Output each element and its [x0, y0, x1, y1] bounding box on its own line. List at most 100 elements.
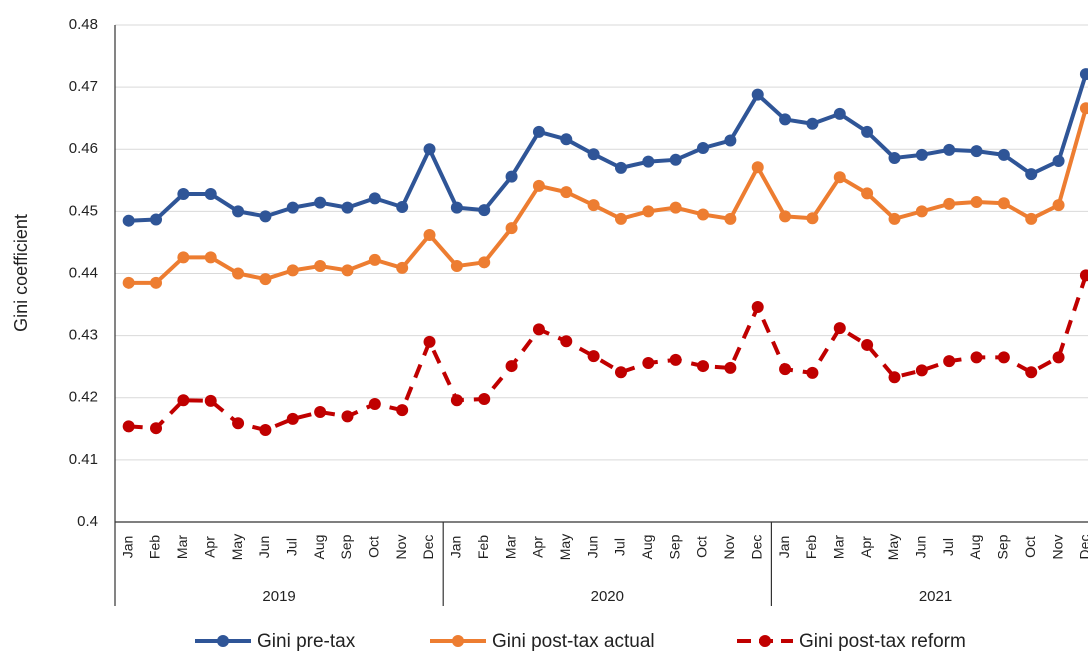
x-tick-label: Nov: [393, 535, 409, 560]
data-point: [697, 360, 710, 373]
y-tick-label: 0.43: [69, 327, 98, 344]
data-point: [150, 276, 163, 289]
x-tick-label: Sep: [338, 534, 354, 559]
y-tick-label: 0.42: [69, 389, 98, 406]
data-point: [150, 422, 163, 435]
data-point: [560, 133, 573, 146]
x-tick-label: Feb: [147, 535, 163, 559]
x-tick-label: Feb: [803, 535, 819, 559]
data-point: [833, 107, 846, 120]
y-tick-label: 0.45: [69, 202, 98, 219]
data-point: [259, 273, 272, 286]
data-point: [751, 161, 764, 174]
data-point: [943, 197, 956, 210]
data-point: [970, 351, 983, 364]
data-point: [314, 260, 327, 273]
data-point: [888, 151, 901, 164]
data-point: [614, 212, 627, 225]
data-point: [669, 153, 682, 166]
x-tick-label: Nov: [1049, 535, 1065, 560]
data-point: [122, 214, 135, 227]
data-point: [505, 360, 518, 373]
data-point: [560, 335, 573, 348]
data-point: [861, 338, 874, 351]
x-tick-label: Jan: [448, 536, 464, 559]
data-point: [806, 366, 819, 379]
data-point: [177, 187, 190, 200]
data-point: [232, 267, 245, 280]
x-tick-label: Dec: [420, 535, 436, 560]
data-point: [423, 335, 436, 348]
data-point: [587, 148, 600, 161]
data-point: [1079, 102, 1088, 115]
x-tick-label: Jul: [283, 538, 299, 556]
data-point: [1025, 366, 1038, 379]
data-point: [423, 228, 436, 241]
y-tick-label: 0.4: [77, 513, 98, 530]
data-point: [450, 201, 463, 214]
y-tick-label: 0.41: [69, 451, 98, 468]
data-point: [806, 117, 819, 130]
x-tick-label: May: [557, 534, 573, 560]
data-point: [779, 210, 792, 223]
x-tick-label: Oct: [366, 536, 382, 558]
group-label: 2019: [262, 588, 295, 605]
data-point: [669, 353, 682, 366]
data-point: [368, 192, 381, 205]
data-point: [997, 197, 1010, 210]
data-point: [697, 208, 710, 221]
data-point: [1079, 269, 1088, 282]
x-tick-label: Apr: [201, 536, 217, 558]
data-point: [478, 204, 491, 217]
series-line: [128, 107, 1088, 285]
data-point: [724, 212, 737, 225]
data-point: [450, 394, 463, 407]
data-point: [286, 412, 299, 425]
series-line: [128, 274, 1088, 433]
data-point: [724, 134, 737, 147]
x-tick-label: May: [229, 534, 245, 560]
data-point: [204, 187, 217, 200]
data-point: [286, 264, 299, 277]
x-tick-label: Jun: [256, 536, 272, 559]
data-point: [314, 406, 327, 419]
x-tick-label: Apr: [530, 536, 546, 558]
data-point: [697, 142, 710, 155]
x-tick-label: Apr: [858, 536, 874, 558]
x-tick-label: Mar: [830, 535, 846, 559]
data-point: [1052, 351, 1065, 364]
x-tick-label: Aug: [967, 535, 983, 560]
data-point: [861, 125, 874, 138]
data-point: [505, 170, 518, 183]
data-point: [259, 424, 272, 437]
data-point: [724, 361, 737, 374]
x-tick-label: Oct: [1022, 536, 1038, 558]
data-point: [943, 355, 956, 368]
x-tick-label: Aug: [311, 535, 327, 560]
legend-label: Gini post-tax actual: [492, 631, 655, 652]
data-point: [751, 301, 764, 314]
legend-marker: [217, 635, 229, 647]
data-point: [779, 363, 792, 376]
data-point: [232, 417, 245, 430]
data-point: [997, 148, 1010, 161]
x-tick-label: Jun: [584, 536, 600, 559]
group-label: 2021: [919, 588, 952, 605]
data-point: [505, 222, 518, 235]
x-tick-label: Jul: [940, 538, 956, 556]
data-point: [970, 145, 983, 158]
data-point: [368, 397, 381, 410]
data-point: [751, 88, 764, 101]
data-point: [396, 261, 409, 274]
series-line: [128, 73, 1088, 223]
data-point: [833, 171, 846, 184]
y-axis-label: Gini coefficient: [11, 214, 31, 332]
data-point: [450, 260, 463, 273]
data-point: [341, 410, 354, 423]
x-tick-label: Oct: [694, 536, 710, 558]
y-tick-label: 0.44: [69, 264, 98, 281]
data-point: [259, 210, 272, 223]
data-point: [915, 364, 928, 377]
